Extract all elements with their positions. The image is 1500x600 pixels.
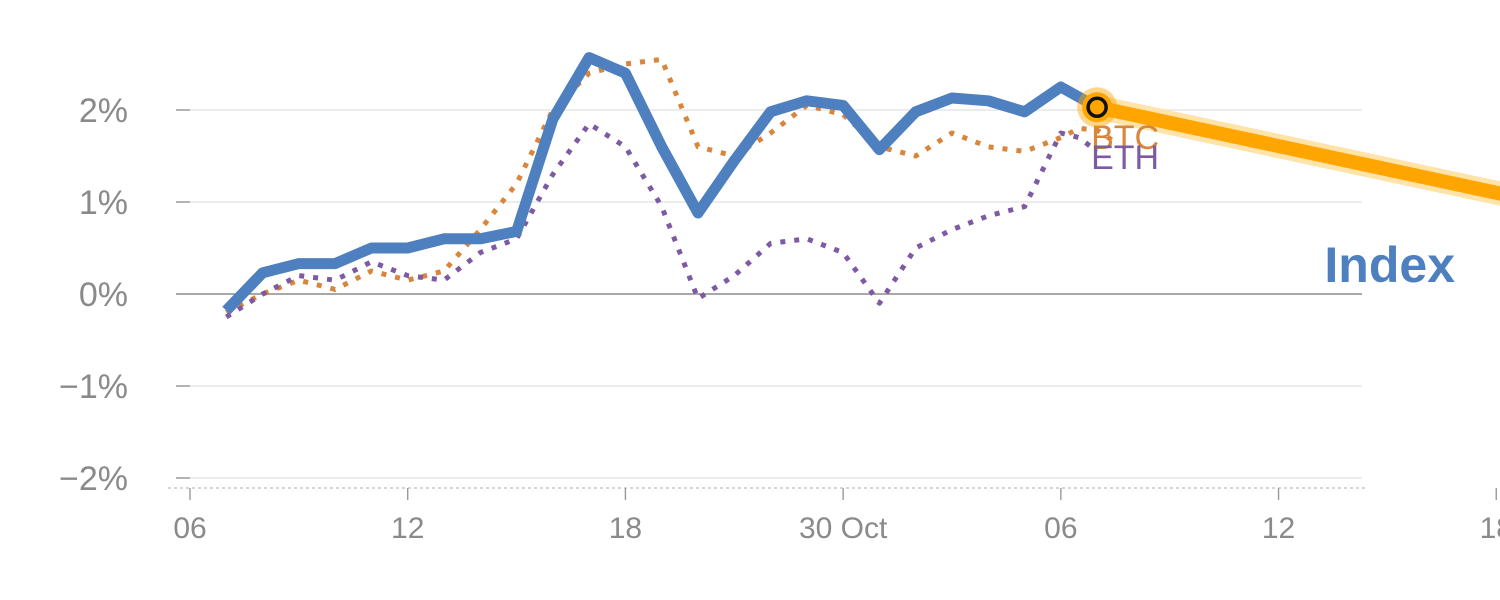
series-lines <box>222 52 1117 320</box>
series-line-btc <box>225 56 1117 315</box>
series-label-btc: BTC <box>1091 119 1159 157</box>
y-tick-label: −2% <box>59 460 128 498</box>
projection-layer <box>1094 95 1500 206</box>
y-tick-label: 0% <box>79 276 128 314</box>
x-tick-label: 12 <box>391 512 424 545</box>
x-tick-label: 18 <box>1480 512 1500 545</box>
series-label-eth: ETH <box>1091 139 1159 177</box>
y-tick-label: −1% <box>59 368 128 406</box>
marker-dot <box>1086 96 1108 118</box>
x-tick-label: 12 <box>1262 512 1295 545</box>
x-tick-label: 06 <box>173 512 206 545</box>
x-tick-label: 30 Oct <box>799 512 888 545</box>
series-line-eth <box>224 121 1099 320</box>
gridlines <box>176 109 1362 479</box>
projection-line <box>1095 100 1500 201</box>
series-label-index: Index <box>1324 237 1455 293</box>
y-tick-label: 2% <box>79 92 128 130</box>
x-tick-label: 18 <box>609 512 642 545</box>
series-labels: BTC ETH Index <box>1091 119 1455 293</box>
current-marker-layer <box>1077 87 1118 128</box>
series-line-index <box>222 52 1100 315</box>
x-tick-label: 06 <box>1044 512 1077 545</box>
y-tick-label: 1% <box>79 184 128 222</box>
